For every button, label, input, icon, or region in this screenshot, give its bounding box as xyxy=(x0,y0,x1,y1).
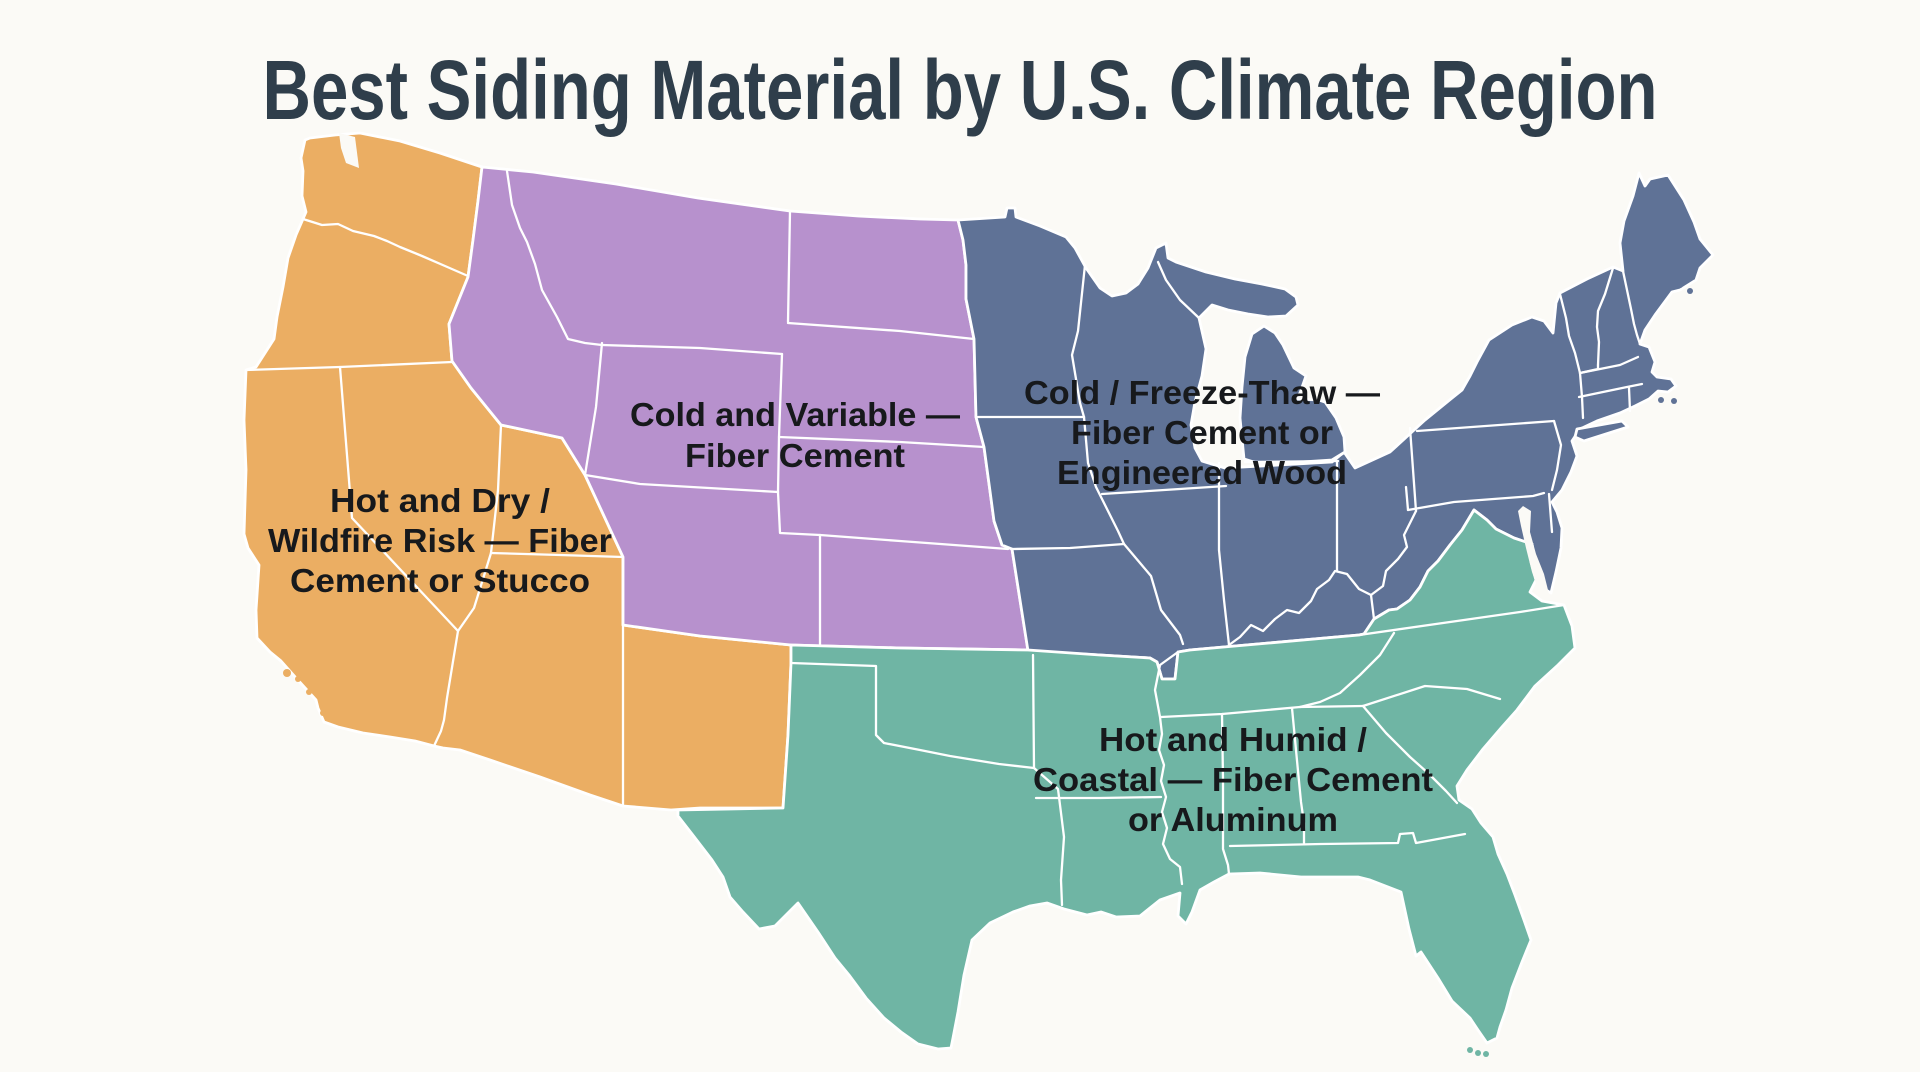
svg-text:Hot and Dry /: Hot and Dry / xyxy=(330,482,550,519)
svg-text:or Aluminum: or Aluminum xyxy=(1128,801,1338,838)
svg-text:Cold and Variable —: Cold and Variable — xyxy=(630,396,960,433)
svg-text:Coastal — Fiber Cement: Coastal — Fiber Cement xyxy=(1033,761,1433,798)
svg-text:Fiber Cement or: Fiber Cement or xyxy=(1071,414,1333,451)
svg-text:Wildfire Risk — Fiber: Wildfire Risk — Fiber xyxy=(268,522,612,559)
svg-text:Cement or Stucco: Cement or Stucco xyxy=(290,562,590,599)
svg-text:Cold / Freeze-Thaw —: Cold / Freeze-Thaw — xyxy=(1024,374,1380,411)
svg-text:Engineered Wood: Engineered Wood xyxy=(1057,454,1347,491)
svg-text:Hot and Humid /: Hot and Humid / xyxy=(1099,721,1367,758)
svg-text:Fiber Cement: Fiber Cement xyxy=(685,437,905,474)
svg-text:Best Siding Material by U.S. C: Best Siding Material by U.S. Climate Reg… xyxy=(263,43,1658,137)
